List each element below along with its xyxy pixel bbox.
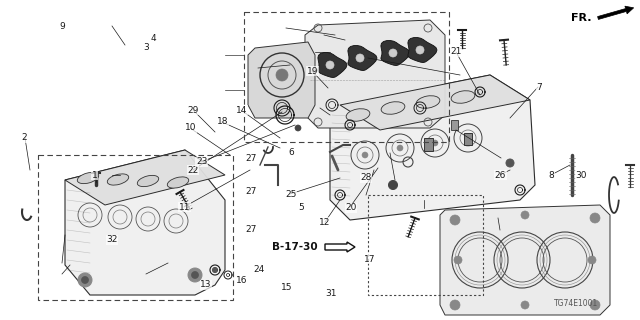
Text: 16: 16: [236, 276, 248, 285]
Text: 12: 12: [319, 218, 331, 227]
Text: 11: 11: [179, 203, 190, 212]
Text: 19: 19: [307, 67, 318, 76]
Text: 21: 21: [450, 47, 461, 56]
Text: 6: 6: [289, 148, 294, 157]
Circle shape: [362, 152, 368, 158]
Text: 17: 17: [364, 255, 376, 264]
Polygon shape: [248, 42, 315, 118]
Circle shape: [465, 135, 471, 141]
Ellipse shape: [416, 96, 440, 108]
Circle shape: [188, 268, 202, 282]
Ellipse shape: [346, 109, 370, 121]
FancyBboxPatch shape: [463, 132, 472, 145]
Text: 27: 27: [245, 154, 257, 163]
Text: 32: 32: [106, 236, 118, 244]
Circle shape: [590, 300, 600, 310]
FancyBboxPatch shape: [424, 138, 433, 150]
Text: 23: 23: [196, 157, 207, 166]
Circle shape: [416, 46, 424, 54]
Text: B-17-30: B-17-30: [272, 242, 318, 252]
Circle shape: [521, 301, 529, 309]
Circle shape: [389, 49, 397, 57]
Polygon shape: [65, 150, 225, 205]
Text: 30: 30: [575, 171, 587, 180]
Ellipse shape: [381, 102, 405, 114]
Circle shape: [212, 268, 218, 273]
Circle shape: [506, 159, 514, 167]
Text: 18: 18: [217, 117, 228, 126]
Polygon shape: [330, 75, 535, 220]
Circle shape: [588, 256, 596, 264]
Circle shape: [432, 140, 438, 146]
Circle shape: [454, 256, 462, 264]
FancyArrow shape: [598, 6, 634, 20]
Text: 14: 14: [236, 106, 248, 115]
Text: 4: 4: [151, 34, 156, 43]
Polygon shape: [408, 37, 437, 62]
Circle shape: [276, 69, 288, 81]
Ellipse shape: [138, 175, 159, 187]
Circle shape: [397, 145, 403, 151]
Circle shape: [356, 54, 364, 62]
Text: 27: 27: [245, 188, 257, 196]
Circle shape: [191, 271, 198, 278]
FancyBboxPatch shape: [451, 119, 458, 130]
Text: 25: 25: [285, 190, 297, 199]
Text: 8: 8: [549, 171, 554, 180]
Polygon shape: [381, 41, 410, 66]
Text: 29: 29: [188, 106, 199, 115]
Text: 24: 24: [253, 265, 265, 274]
Polygon shape: [318, 52, 347, 77]
Circle shape: [388, 180, 397, 189]
Ellipse shape: [167, 177, 189, 188]
FancyArrow shape: [325, 242, 355, 252]
Circle shape: [450, 300, 460, 310]
Text: 13: 13: [200, 280, 212, 289]
Text: 20: 20: [345, 204, 356, 212]
Text: 28: 28: [360, 173, 372, 182]
Text: 22: 22: [188, 166, 199, 175]
Text: 27: 27: [245, 225, 257, 234]
Polygon shape: [305, 20, 445, 128]
Circle shape: [450, 215, 460, 225]
Ellipse shape: [77, 172, 99, 184]
Polygon shape: [348, 45, 377, 70]
Circle shape: [295, 125, 301, 131]
Text: 5: 5: [298, 203, 303, 212]
Polygon shape: [340, 75, 530, 130]
Circle shape: [78, 273, 92, 287]
Ellipse shape: [451, 91, 475, 103]
Circle shape: [521, 211, 529, 219]
Text: 10: 10: [185, 124, 196, 132]
Text: 15: 15: [281, 284, 292, 292]
Text: 31: 31: [326, 289, 337, 298]
Text: 7: 7: [536, 83, 541, 92]
Text: 1: 1: [92, 171, 97, 180]
Polygon shape: [65, 150, 225, 295]
Text: 3: 3: [143, 43, 148, 52]
Circle shape: [590, 213, 600, 223]
Text: 26: 26: [495, 171, 506, 180]
Circle shape: [326, 61, 334, 69]
Text: TG74E1001: TG74E1001: [554, 299, 598, 308]
Text: FR.: FR.: [572, 13, 592, 23]
Circle shape: [81, 276, 88, 284]
Text: 9: 9: [60, 22, 65, 31]
Text: 2: 2: [22, 133, 27, 142]
Polygon shape: [440, 205, 610, 315]
Ellipse shape: [108, 174, 129, 185]
